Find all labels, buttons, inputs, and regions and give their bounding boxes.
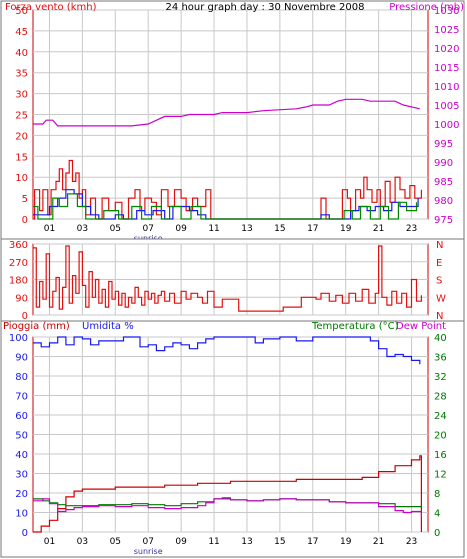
y-right-tick-label: 1030 (434, 6, 459, 17)
y-right-tick-label: 0 (434, 528, 440, 539)
y-left-tick-label: 20 (15, 489, 28, 500)
y-right-tick-label: 1015 (434, 63, 459, 74)
y-right-tick-label: 1005 (434, 101, 459, 112)
y-left-tick-label: 0 (22, 215, 28, 226)
x-tick-label: 05 (110, 224, 121, 234)
x-tick-label: 21 (373, 537, 384, 547)
x-tick-label: 23 (406, 537, 417, 547)
y-left-tick-label: 25 (15, 111, 28, 122)
x-tick-label: 13 (241, 537, 252, 547)
y-right-tick-label: 32 (434, 372, 447, 383)
y-right-tick-label: 995 (434, 139, 453, 150)
y-left-tick-label: 270 (9, 258, 28, 269)
y-left-tick-label: 5 (22, 194, 28, 205)
x-tick-label: 03 (77, 224, 88, 234)
compass-label: E (436, 258, 442, 269)
x-tick-label: 23 (406, 224, 417, 234)
x-tick-label: 15 (274, 537, 285, 547)
y-left-tick-label: 45 (15, 27, 28, 38)
y-left-tick-label: 360 (9, 240, 28, 251)
y-left-tick-label: 70 (15, 392, 28, 403)
x-tick-label: 05 (110, 537, 121, 547)
humidity-axis-title: Umidita % (82, 321, 134, 332)
y-right-tick-label: 1020 (434, 44, 459, 55)
y-right-tick-label: 16 (434, 450, 447, 461)
y-left-tick-label: 15 (15, 152, 28, 163)
y-right-tick-label: 12 (434, 470, 447, 481)
compass-label: N (436, 311, 443, 322)
y-right-tick-label: 40 (434, 333, 447, 344)
x-tick-label: 09 (175, 224, 187, 234)
y-right-tick-label: 4 (434, 509, 440, 520)
sunrise-label: sunrise (134, 547, 163, 556)
x-tick-label: 13 (241, 224, 252, 234)
y-right-tick-label: 980 (434, 196, 453, 207)
compass-label: S (436, 276, 442, 287)
y-left-tick-label: 30 (15, 470, 28, 481)
y-left-tick-label: 90 (15, 353, 28, 364)
x-tick-label: 11 (208, 537, 219, 547)
pressure-axis-title: Pressione (mb) (389, 2, 464, 13)
x-tick-label: 09 (175, 537, 187, 547)
y-right-tick-label: 28 (434, 392, 447, 403)
x-tick-label: 15 (274, 224, 285, 234)
dew-point-line (33, 498, 422, 518)
x-tick-label: 03 (77, 537, 88, 547)
y-left-tick-label: 20 (15, 131, 28, 142)
x-tick-label: 07 (142, 537, 153, 547)
y-right-tick-label: 975 (434, 215, 453, 226)
y-left-tick-label: 10 (15, 173, 28, 184)
y-right-tick-label: 985 (434, 177, 453, 188)
y-left-tick-label: 60 (15, 411, 28, 422)
vento-line (33, 193, 418, 220)
x-tick-label: 21 (373, 224, 384, 234)
compass-label: W (436, 293, 446, 304)
chart-title: 24 hour graph day : 30 Novembre 2008 (166, 2, 365, 13)
y-left-tick-label: 80 (15, 372, 28, 383)
y-right-tick-label: 20 (434, 431, 447, 442)
x-tick-label: 01 (44, 537, 55, 547)
y-left-tick-label: 50 (15, 6, 28, 17)
y-left-tick-label: 40 (15, 450, 28, 461)
x-tick-label: 19 (340, 224, 352, 234)
wind-speed-axis-title: Forza vento (kmh) (5, 2, 97, 13)
y-left-tick-label: 0 (22, 528, 28, 539)
rain-axis-title: Pioggia (mm) (3, 321, 70, 332)
y-left-tick-label: 30 (15, 90, 28, 101)
x-tick-label: 17 (307, 537, 318, 547)
y-right-tick-label: 24 (434, 411, 447, 422)
y-left-tick-label: 100 (9, 333, 28, 344)
y-right-tick-label: 1000 (434, 120, 459, 131)
dew-point-axis-title: Dew Point (396, 321, 446, 332)
x-tick-label: 11 (208, 224, 219, 234)
x-tick-label: 01 (44, 224, 55, 234)
temperature-axis-title: Temperatura (°C) (311, 321, 399, 332)
x-tick-label: 17 (307, 224, 318, 234)
y-right-tick-label: 990 (434, 158, 453, 169)
pressione-mb-line (33, 98, 420, 127)
y-left-tick-label: 180 (9, 276, 28, 287)
compass-label: N (436, 240, 443, 251)
y-right-tick-label: 1010 (434, 82, 459, 93)
wind-direction-line (33, 245, 422, 312)
y-left-tick-label: 0 (22, 311, 28, 322)
y-left-tick-label: 50 (15, 431, 28, 442)
y-left-tick-label: 40 (15, 48, 28, 59)
y-right-tick-label: 36 (434, 353, 447, 364)
y-left-tick-label: 35 (15, 69, 28, 80)
umidita-line (33, 336, 421, 365)
y-right-tick-label: 1025 (434, 25, 459, 36)
x-tick-label: 19 (340, 537, 352, 547)
y-left-tick-label: 10 (15, 509, 28, 520)
raffica-line (33, 159, 422, 220)
y-right-tick-label: 8 (434, 489, 440, 500)
y-left-tick-label: 90 (15, 293, 28, 304)
x-tick-label: 07 (142, 224, 153, 234)
